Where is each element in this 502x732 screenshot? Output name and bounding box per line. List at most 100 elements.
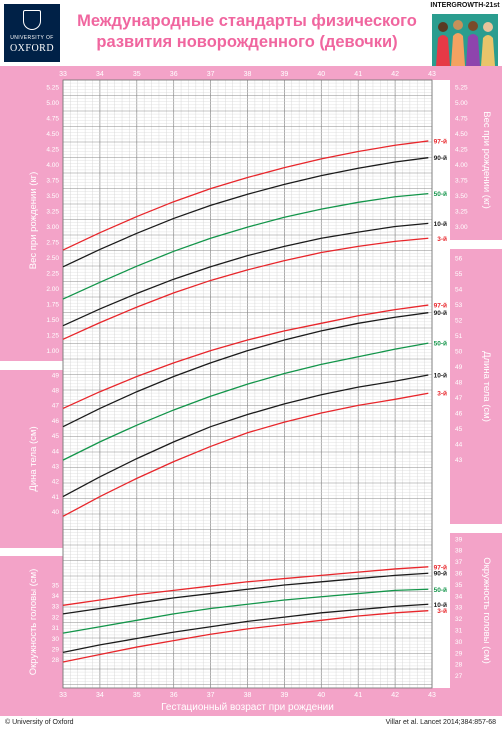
y-tick-right: 4.75 bbox=[455, 115, 468, 122]
y-tick-left: 5.00 bbox=[46, 100, 59, 107]
y-tick-right: 47 bbox=[455, 395, 463, 402]
y-tick-right: 4.25 bbox=[455, 146, 468, 153]
x-tick-top: 35 bbox=[133, 71, 141, 78]
x-tick-bottom: 42 bbox=[391, 692, 399, 699]
y-tick-left: 3.25 bbox=[46, 208, 59, 215]
x-tick-bottom: 38 bbox=[244, 692, 252, 699]
growth-chart: 33 33 34 34 35 35 36 36 37 37 38 38 39 39 40 40 41 41 42 42… bbox=[0, 66, 502, 716]
y-tick-right: 31 bbox=[455, 628, 463, 635]
x-tick-bottom: 43 bbox=[428, 692, 436, 699]
y-tick-right: 54 bbox=[455, 286, 463, 293]
x-tick-top: 42 bbox=[391, 71, 399, 78]
y-tick-right: 35 bbox=[455, 582, 463, 589]
top-axis-bar bbox=[0, 66, 502, 80]
centile-label: 90-й bbox=[434, 154, 447, 162]
centile-curve bbox=[62, 342, 429, 461]
y-tick-right: 3.50 bbox=[455, 193, 468, 200]
y-tick-right: 53 bbox=[455, 302, 463, 309]
x-tick-bottom: 40 bbox=[317, 692, 325, 699]
y-tick-left: 30 bbox=[52, 636, 60, 643]
y-tick-right: 51 bbox=[455, 333, 463, 340]
y-tick-right: 29 bbox=[455, 650, 463, 657]
y-tick-left: 5.25 bbox=[46, 84, 59, 91]
y-tick-left: 2.25 bbox=[46, 270, 59, 277]
y-tick-left: 28 bbox=[52, 657, 60, 664]
copyright: © University of Oxford bbox=[5, 719, 74, 726]
x-tick-bottom: 33 bbox=[59, 692, 67, 699]
centile-curve bbox=[62, 566, 429, 606]
y-axis-label-left: Вес при рождении (кг) bbox=[28, 172, 39, 269]
right-band-2 bbox=[450, 249, 502, 524]
right-band-1 bbox=[450, 80, 502, 240]
plot-border bbox=[62, 79, 433, 689]
x-tick-bottom: 35 bbox=[133, 692, 141, 699]
y-tick-left: 34 bbox=[52, 593, 60, 600]
x-tick-bottom: 37 bbox=[207, 692, 215, 699]
y-tick-right: 36 bbox=[455, 571, 463, 578]
y-tick-left: 1.75 bbox=[46, 301, 59, 308]
y-tick-left: 2.00 bbox=[46, 286, 59, 293]
centile-label: 10-й bbox=[434, 601, 447, 609]
y-tick-right: 56 bbox=[455, 255, 463, 262]
y-tick-right: 46 bbox=[455, 410, 463, 417]
centile-curve bbox=[62, 140, 429, 251]
x-axis-label: Гестационный возраст при рождении bbox=[161, 702, 334, 713]
centile-label: 97-й bbox=[434, 137, 447, 145]
centile-curve bbox=[62, 222, 429, 327]
centile-label: 90-й bbox=[434, 570, 447, 578]
title-line2: развития новорожденного (девочки) bbox=[96, 33, 398, 51]
page-title: Международные стандарты физического разв… bbox=[62, 11, 432, 53]
x-tick-top: 39 bbox=[281, 71, 289, 78]
centile-curve bbox=[62, 572, 429, 615]
y-tick-right: 38 bbox=[455, 548, 463, 555]
centile-curve bbox=[62, 603, 429, 654]
centile-label: 3-й bbox=[437, 390, 447, 398]
y-tick-left: 32 bbox=[52, 614, 60, 621]
y-tick-left: 43 bbox=[52, 464, 60, 471]
y-tick-left: 2.75 bbox=[46, 239, 59, 246]
y-tick-right: 39 bbox=[455, 536, 463, 543]
centile-curve bbox=[62, 588, 429, 634]
centile-curve bbox=[62, 312, 429, 428]
citation: Villar et al. Lancet 2014;384:857-68 bbox=[385, 719, 496, 726]
logo-line2: OXFORD bbox=[9, 43, 55, 54]
y-tick-left: 47 bbox=[52, 403, 60, 410]
y-tick-right: 4.50 bbox=[455, 131, 468, 138]
centile-label: 97-й bbox=[434, 563, 447, 571]
y-tick-right: 49 bbox=[455, 364, 463, 371]
x-tick-top: 38 bbox=[244, 71, 252, 78]
centile-curve bbox=[62, 374, 429, 498]
y-tick-right: 55 bbox=[455, 271, 463, 278]
y-tick-right: 34 bbox=[455, 593, 463, 600]
x-tick-bottom: 41 bbox=[354, 692, 362, 699]
y-tick-left: 29 bbox=[52, 647, 60, 654]
x-tick-top: 37 bbox=[207, 71, 215, 78]
y-axis-label-left: Дина тела (см) bbox=[28, 426, 39, 491]
centile-label: 3-й bbox=[437, 235, 447, 243]
centile-curve bbox=[62, 237, 429, 340]
centile-curve bbox=[62, 192, 429, 300]
y-tick-right: 50 bbox=[455, 348, 463, 355]
x-tick-bottom: 39 bbox=[281, 692, 289, 699]
y-tick-right: 2.75 bbox=[455, 239, 468, 246]
y-tick-right: 32 bbox=[455, 616, 463, 623]
x-tick-top: 36 bbox=[170, 71, 178, 78]
centile-label: 50-й bbox=[434, 190, 447, 198]
y-tick-left: 31 bbox=[52, 625, 60, 632]
x-tick-top: 41 bbox=[354, 71, 362, 78]
y-axis-label-right: Окружность головы (см) bbox=[481, 557, 492, 664]
y-tick-right: 5.25 bbox=[455, 84, 468, 91]
centile-curve bbox=[62, 157, 429, 268]
crest-icon bbox=[23, 10, 41, 30]
y-axis-label-left: Окружность головы (см) bbox=[28, 569, 39, 676]
y-tick-right: 37 bbox=[455, 559, 463, 566]
left-band-1 bbox=[0, 80, 63, 361]
centile-curve bbox=[62, 392, 429, 517]
left-band-3 bbox=[0, 556, 63, 688]
y-tick-left: 4.75 bbox=[46, 115, 59, 122]
y-tick-right: 4.00 bbox=[455, 162, 468, 169]
left-band-2 bbox=[0, 370, 63, 548]
centile-label: 10-й bbox=[434, 372, 447, 380]
centile-curve bbox=[62, 304, 429, 410]
y-tick-right: 44 bbox=[455, 441, 463, 448]
